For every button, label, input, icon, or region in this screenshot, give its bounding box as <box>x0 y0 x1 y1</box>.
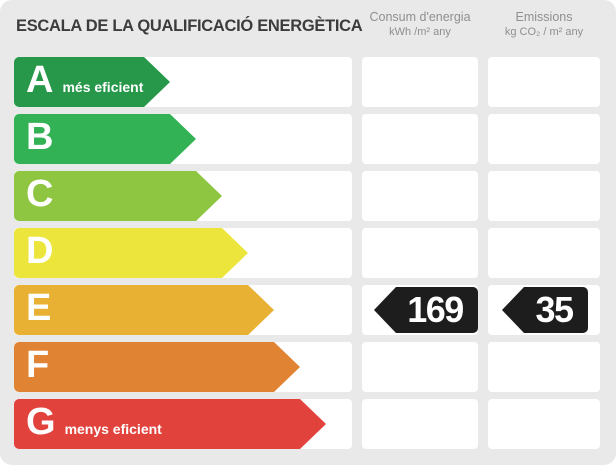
scale-row-c: C <box>0 171 616 221</box>
rating-arrow-d: D <box>14 228 248 278</box>
emissions-unit: kg CO₂ / m² any <box>504 26 584 38</box>
consum-unit: kWh /m² any <box>389 26 451 38</box>
emissions-title: Emissions <box>515 10 573 24</box>
rating-arrow-e: E <box>14 285 274 335</box>
rating-letter: F <box>26 344 50 386</box>
consum-cell <box>362 228 478 278</box>
rating-arrow-c: C <box>14 171 222 221</box>
rating-letter: E <box>26 287 52 329</box>
consum-cell <box>362 342 478 392</box>
emissions-cell <box>488 171 600 221</box>
page-title: ESCALA DE LA QUALIFICACIÓ ENERGÈTICA <box>16 17 363 35</box>
consum-cell <box>362 171 478 221</box>
scale-row-a: A més eficient <box>0 57 616 107</box>
consum-cell <box>362 399 478 449</box>
rating-letter: C <box>26 173 54 215</box>
scale-row-e: E 169 35 <box>0 285 616 335</box>
rating-note: més eficient <box>62 79 144 95</box>
column-header-emissions: Emissions kg CO₂ / m² any <box>488 9 600 40</box>
rating-letter: D <box>26 230 54 272</box>
rating-arrow-f: F <box>14 342 300 392</box>
emissions-cell <box>488 114 600 164</box>
emissions-value: 35 <box>535 289 574 330</box>
emissions-cell <box>488 342 600 392</box>
scale-row-g: G menys eficient <box>0 399 616 449</box>
consum-value: 169 <box>407 289 464 330</box>
scale-row-b: B <box>0 114 616 164</box>
consum-cell <box>362 57 478 107</box>
rating-arrow-a: A més eficient <box>14 57 170 107</box>
rating-letter: G <box>26 401 56 443</box>
rating-arrow-b: B <box>14 114 196 164</box>
emissions-cell <box>488 57 600 107</box>
consum-value-marker: 169 <box>374 287 478 333</box>
column-header-consum: Consum d'energia kWh /m² any <box>362 9 478 40</box>
rating-letter: B <box>26 116 54 158</box>
emissions-cell <box>488 228 600 278</box>
rating-arrow-g: G menys eficient <box>14 399 326 449</box>
rating-letter: A <box>26 59 54 101</box>
scale-row-d: D <box>0 228 616 278</box>
consum-cell <box>362 114 478 164</box>
rating-note: menys eficient <box>64 421 162 437</box>
consum-title: Consum d'energia <box>369 10 471 24</box>
scale-row-f: F <box>0 342 616 392</box>
emissions-cell <box>488 399 600 449</box>
